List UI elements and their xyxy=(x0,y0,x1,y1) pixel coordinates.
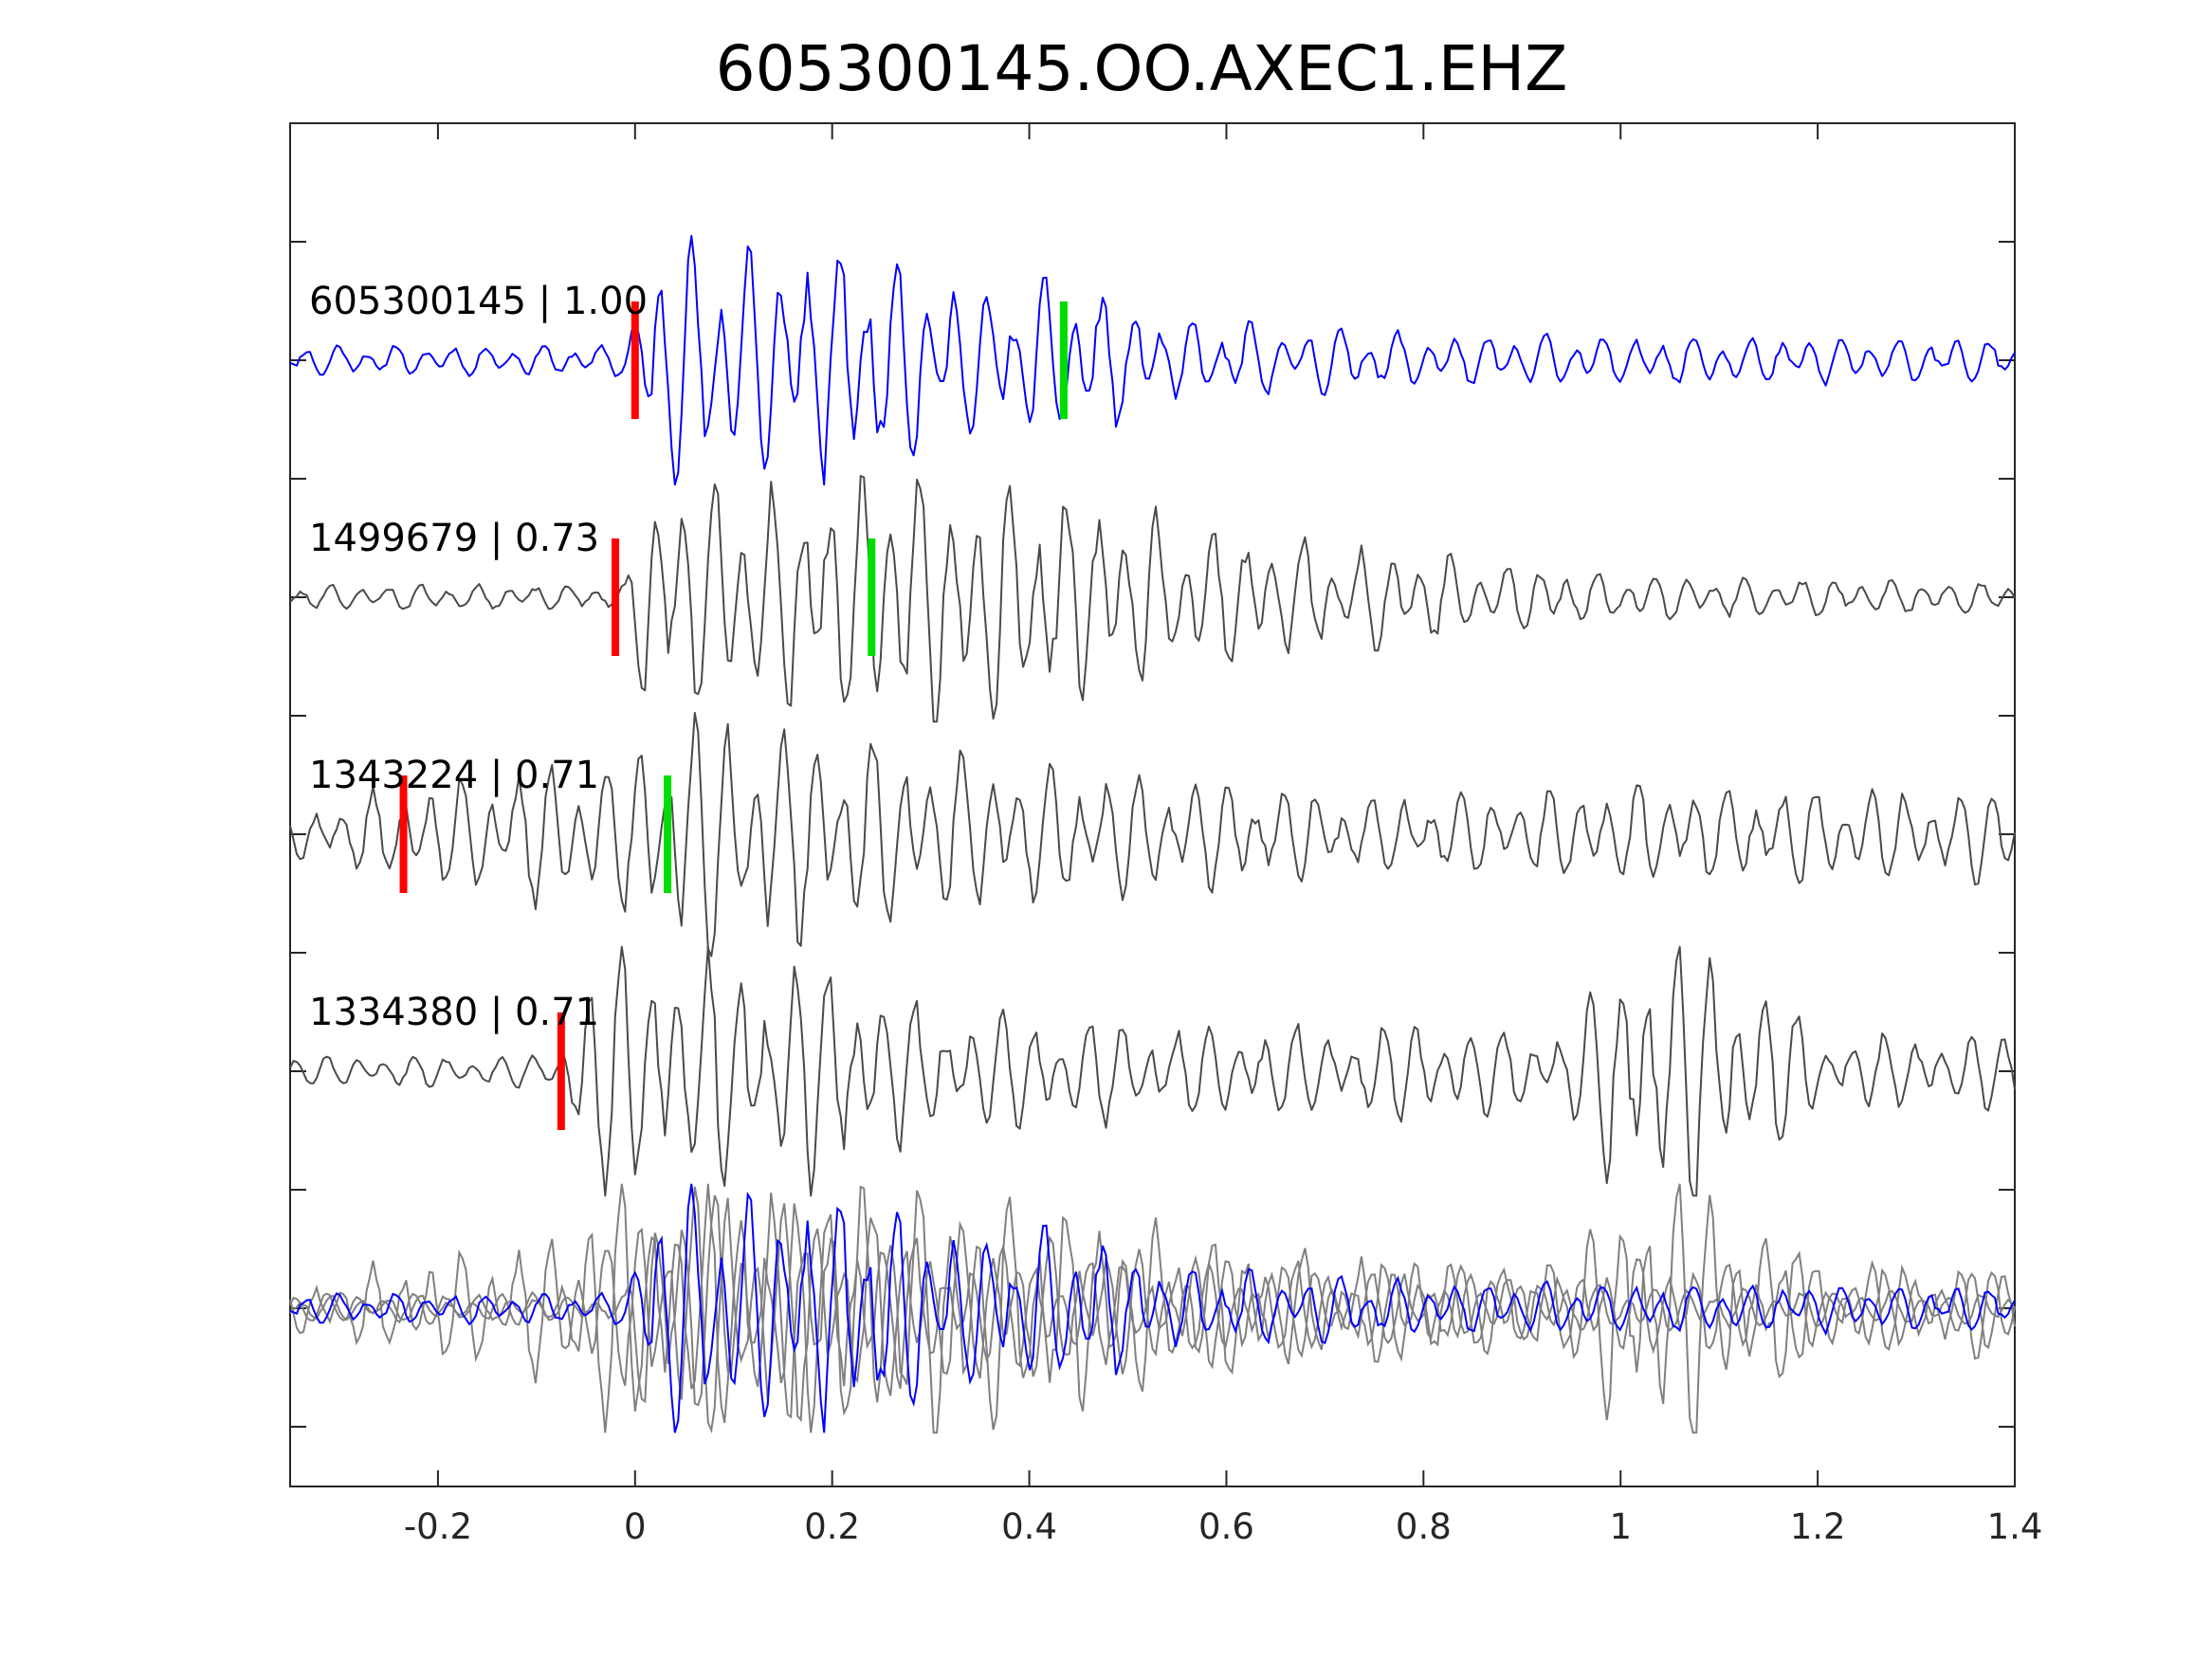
picks-layer xyxy=(399,301,1068,1130)
trace-waveform-2 xyxy=(289,475,2016,723)
x-tick-label: 0.4 xyxy=(1001,1506,1057,1547)
plot-frame xyxy=(289,122,2016,1487)
traces-layer xyxy=(289,234,2016,1197)
overlay-trace-3 xyxy=(289,1186,2016,1434)
x-tick-label: 1 xyxy=(1609,1506,1632,1547)
x-tick-label: 0 xyxy=(624,1506,647,1547)
x-tick-label: 1.4 xyxy=(1987,1506,2043,1547)
trace-labels: 605300145 | 1.00 1499679 | 0.73 1343224 | … xyxy=(309,280,648,1034)
x-tick-label: -0.2 xyxy=(404,1506,472,1547)
x-tick-label: 0.2 xyxy=(804,1506,860,1547)
x-axis-ticks: -0.2 0 0.2 0.4 0.6 0.8 1 1.2 1.4 xyxy=(404,123,2043,1547)
trace-label: 1334380 | 0.71 xyxy=(309,991,599,1034)
overlay-trace-2 xyxy=(289,1185,2016,1434)
trace-label: 1499679 | 0.73 xyxy=(309,517,599,560)
overlay-trace-1 xyxy=(289,1183,2016,1433)
x-tick-label: 0.8 xyxy=(1396,1506,1452,1547)
plot-area xyxy=(289,122,2016,1487)
chart-title: 605300145.OO.AXEC1.EHZ xyxy=(716,32,1568,105)
x-tick-label: 0.6 xyxy=(1198,1506,1254,1547)
trace-label: 605300145 | 1.00 xyxy=(309,280,648,323)
trace-waveform-3 xyxy=(289,711,2016,957)
trace-label: 1343224 | 0.71 xyxy=(309,754,599,797)
trace-waveform-4 xyxy=(289,945,2016,1197)
trace-waveform-1 xyxy=(289,234,2016,486)
x-tick-label: 1.2 xyxy=(1790,1506,1846,1547)
overlay-stack xyxy=(289,1183,2016,1434)
overlay-trace-4 xyxy=(289,1183,2016,1434)
